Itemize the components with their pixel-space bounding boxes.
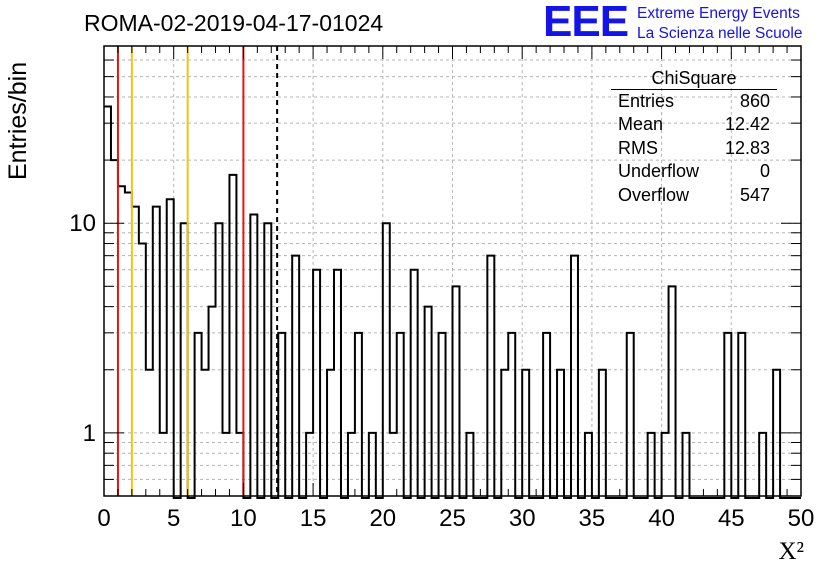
histogram-bin (466, 433, 473, 496)
y-tick-label: 10 (69, 210, 96, 237)
histogram-bin (662, 433, 669, 496)
stats-box: ChiSquare Entries 860 Mean 12.42 RMS 12.… (611, 68, 777, 207)
histogram-bin (118, 186, 125, 496)
x-tick-label: 5 (167, 505, 180, 532)
histogram-bin (759, 433, 766, 496)
stats-row-rms: RMS 12.83 (611, 137, 777, 160)
histogram-bin (264, 223, 271, 496)
histogram-bin (327, 370, 334, 496)
histogram-bin (195, 333, 202, 496)
stats-row-underflow: Underflow 0 (611, 160, 777, 183)
histogram-bin (522, 370, 529, 496)
histogram-bin (773, 370, 780, 496)
histogram-bin (160, 433, 167, 496)
x-tick-label: 10 (230, 505, 257, 532)
histogram-bin (313, 270, 320, 496)
stats-label: Underflow (618, 161, 700, 182)
histogram-bin (209, 307, 216, 496)
stats-row-entries: Entries 860 (611, 90, 777, 113)
x-tick-label: 20 (369, 505, 396, 532)
x-tick-label: 35 (579, 505, 606, 532)
histogram-bin (383, 223, 390, 496)
histogram-bin (139, 244, 146, 496)
x-tick-label: 15 (300, 505, 327, 532)
histogram-bin (571, 256, 578, 496)
histogram-bin (348, 433, 355, 496)
stats-row-overflow: Overflow 547 (611, 184, 777, 207)
run-title: ROMA-02-2019-04-17-01024 (84, 10, 384, 36)
stats-value: 0 (759, 161, 770, 182)
histogram-bin (648, 433, 655, 496)
histogram-bin (236, 433, 243, 496)
histogram-bin (543, 333, 550, 496)
x-tick-label: 50 (788, 505, 815, 532)
histogram-bin (557, 370, 564, 496)
histogram-bin (369, 433, 376, 496)
x-tick-label: 40 (648, 505, 675, 532)
histogram-bin (132, 207, 139, 496)
histogram-bin (216, 223, 223, 496)
histogram-bin (278, 333, 285, 496)
histogram-bin (599, 370, 606, 496)
histogram-bin (229, 175, 236, 496)
y-axis-label: Entries/bin (4, 61, 32, 180)
logo-line-2: La Scienza nelle Scuole (637, 25, 803, 42)
stats-label: Entries (618, 91, 675, 111)
histogram-bin (125, 193, 132, 496)
x-tick-label: 30 (509, 505, 536, 532)
histogram-bin (501, 370, 508, 496)
histogram-bin (202, 370, 209, 496)
histogram-bin (355, 333, 362, 496)
stats-row-mean: Mean 12.42 (611, 113, 777, 136)
histogram-bin (146, 370, 153, 496)
histogram-bin (487, 256, 494, 496)
histogram-bin (453, 286, 460, 496)
logo-mark: EEE (543, 0, 629, 46)
stats-value: 547 (739, 184, 770, 205)
x-tick-label: 25 (439, 505, 466, 532)
histogram-bin (111, 160, 118, 496)
eee-logo: EEE Extreme Energy Events La Scienza nel… (543, 0, 833, 46)
histogram-bin (292, 256, 299, 496)
stats-value: 12.83 (724, 137, 770, 158)
histogram-bin (439, 333, 446, 496)
histogram-bin (397, 333, 404, 496)
histogram-bin (222, 433, 229, 496)
histogram-bin (390, 433, 397, 496)
histogram-bin (724, 333, 731, 496)
histogram-bin (411, 270, 418, 496)
stats-title: ChiSquare (611, 68, 777, 90)
histogram-bin (334, 270, 341, 496)
histogram-bin (181, 223, 188, 496)
histogram-bin (250, 215, 257, 496)
histogram-bin (306, 433, 313, 496)
x-axis-label: X² (778, 538, 804, 565)
logo-line-1: Extreme Energy Events (637, 5, 800, 22)
histogram-bin (585, 433, 592, 496)
histogram-bin (669, 286, 676, 496)
histogram-bin (627, 333, 634, 496)
y-tick-label: 1 (83, 420, 96, 447)
histogram-bin (104, 107, 111, 496)
stats-label: RMS (618, 137, 658, 158)
histogram-bin (738, 333, 745, 496)
histogram-bin (167, 199, 174, 496)
histogram-bin (683, 433, 690, 496)
stats-label: Mean (618, 114, 664, 135)
stats-value: 860 (739, 91, 770, 111)
x-tick-label: 0 (97, 505, 110, 532)
histogram-bin (153, 207, 160, 496)
histogram-bin (508, 333, 515, 496)
histogram-outline (104, 105, 801, 499)
x-tick-label: 45 (718, 505, 745, 532)
stats-value: 12.42 (724, 114, 770, 135)
stats-label: Overflow (618, 184, 690, 205)
histogram-bin (425, 307, 432, 496)
